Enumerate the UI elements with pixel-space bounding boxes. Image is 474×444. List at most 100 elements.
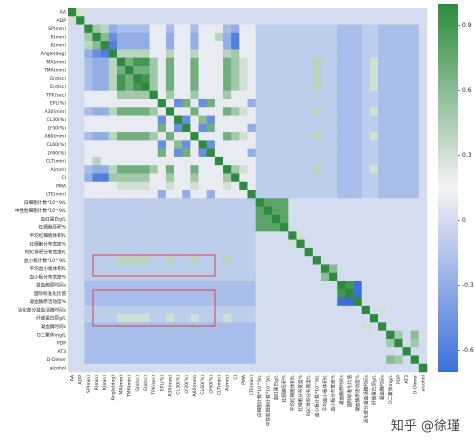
cell (312, 65, 322, 75)
cell (296, 8, 305, 17)
colorbar-tick-label: -0.3 (462, 282, 474, 289)
cell (231, 132, 240, 141)
cell (223, 99, 232, 108)
cell (280, 338, 289, 348)
cell (320, 272, 330, 282)
cell (386, 239, 395, 249)
cell (84, 107, 93, 116)
cell (239, 181, 248, 191)
cell (255, 132, 265, 141)
cell (312, 41, 322, 50)
cell (247, 247, 256, 257)
cell (402, 297, 411, 307)
cell (402, 90, 411, 100)
cell (386, 272, 395, 282)
cell (288, 206, 297, 216)
cell (304, 198, 314, 207)
cell (296, 223, 305, 232)
cell (149, 239, 159, 249)
cell (84, 231, 93, 240)
cell (92, 297, 101, 307)
cell (190, 297, 199, 307)
cell (76, 24, 85, 34)
cell (141, 165, 150, 174)
cell (369, 314, 379, 323)
cell (280, 107, 289, 116)
cell (133, 65, 142, 75)
cell (214, 338, 224, 348)
cell (116, 115, 126, 125)
cell (320, 206, 330, 216)
cell (304, 247, 314, 257)
cell (141, 173, 150, 183)
cell (100, 123, 110, 133)
cell (304, 24, 314, 34)
cell (271, 363, 281, 373)
cell (271, 132, 281, 141)
cell (410, 330, 420, 340)
cell (100, 198, 110, 207)
cell (92, 115, 101, 125)
cell (402, 16, 411, 25)
cell (418, 74, 428, 83)
cell (165, 115, 175, 125)
cell (92, 198, 101, 207)
cell (231, 82, 240, 92)
cell (174, 32, 183, 42)
cell (76, 289, 85, 298)
cell (141, 65, 150, 75)
cell (304, 140, 314, 149)
cell (418, 190, 428, 199)
cell (100, 314, 110, 323)
cell (198, 198, 208, 207)
cell (239, 330, 248, 340)
cell (288, 214, 297, 224)
cell (100, 363, 110, 373)
cell (116, 173, 126, 183)
cell (386, 223, 395, 232)
cell (337, 74, 346, 83)
cell (141, 314, 150, 323)
x-tick-label: LTE(min) (249, 375, 255, 395)
cell (92, 281, 101, 290)
cell (206, 322, 216, 331)
cell (190, 256, 199, 265)
cell (92, 314, 101, 323)
colorbar (438, 4, 458, 372)
cell (231, 314, 240, 323)
cell (304, 264, 314, 274)
cell (345, 181, 354, 191)
cell (157, 190, 167, 199)
cell (92, 90, 101, 100)
cell (92, 74, 101, 83)
cell (378, 297, 387, 307)
cell (165, 190, 175, 199)
cell (320, 264, 330, 274)
cell (84, 65, 93, 75)
cell (394, 264, 403, 274)
cell (68, 330, 77, 340)
cell (198, 272, 208, 282)
cell (108, 107, 118, 116)
cell (304, 165, 314, 174)
cell (247, 272, 256, 282)
cell (223, 57, 232, 67)
cell (133, 322, 142, 331)
cell (263, 206, 273, 216)
cell (247, 231, 256, 240)
cell (149, 206, 159, 216)
cell (190, 338, 199, 348)
cell (198, 281, 208, 290)
cell (312, 206, 322, 216)
x-tick-label: D-Dimer (412, 375, 418, 394)
cell (190, 165, 199, 174)
cell (206, 214, 216, 224)
cell (125, 281, 134, 290)
cell (116, 223, 126, 232)
cell (329, 264, 338, 274)
cell (206, 123, 216, 133)
x-tick-label: PMA (241, 374, 247, 385)
cell (92, 305, 101, 315)
cell (288, 322, 297, 331)
cell (223, 90, 232, 100)
